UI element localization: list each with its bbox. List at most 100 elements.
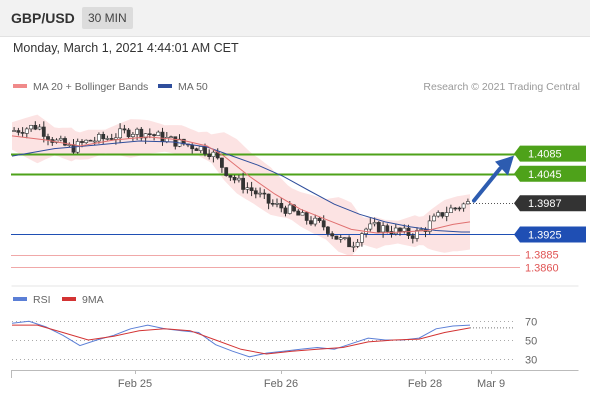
ma20-line <box>11 135 471 234</box>
price-tag-label-1.3987: 1.3987 <box>528 198 562 210</box>
candle-body <box>211 151 216 157</box>
candle-body <box>241 177 246 190</box>
legend-swatch-rsi <box>13 297 27 301</box>
candle-body <box>262 192 267 195</box>
candle-body <box>279 203 284 209</box>
candle-body <box>88 139 93 142</box>
x-label-feb-28: Feb 28 <box>408 378 442 390</box>
price-tag-last-1.3987 <box>514 195 586 212</box>
interval-button[interactable]: 30 MIN <box>82 7 133 29</box>
panel-divider <box>11 285 579 287</box>
price-tag-label-1.4085: 1.4085 <box>528 149 562 161</box>
candle-body <box>465 201 470 205</box>
candle-body <box>169 136 173 138</box>
candle-body <box>415 230 419 239</box>
candle-body <box>114 137 118 140</box>
candle-body <box>461 203 466 209</box>
candle-body <box>58 138 63 141</box>
candle-body <box>398 227 402 232</box>
candle-body <box>203 146 207 155</box>
candle-body <box>126 129 131 138</box>
timestamp: Monday, March 1, 2021 4:44:01 AM CET <box>13 41 239 55</box>
legend-label-9ma: 9MA <box>82 294 104 306</box>
candle-body <box>237 177 241 181</box>
candle-body <box>317 217 322 221</box>
candle-body <box>436 212 441 217</box>
candle-body <box>376 222 381 233</box>
candle-body <box>190 144 195 150</box>
symbol-title: GBP/USD <box>11 10 75 26</box>
legend-swatch-9ma <box>62 297 76 301</box>
candle-body <box>457 207 462 210</box>
candle-body <box>24 128 29 134</box>
candle-body <box>207 153 212 157</box>
candle-body <box>309 220 313 225</box>
candle-body <box>232 177 237 181</box>
candle-body <box>41 126 46 137</box>
candle-body <box>173 136 178 147</box>
price-tag-resistance-1.4085 <box>514 145 586 162</box>
candle-body <box>109 138 114 140</box>
projection-arrow-head <box>495 155 514 176</box>
candle-body <box>194 148 199 151</box>
copyright-text: Research © 2021 Trading Central <box>423 81 580 93</box>
candle-body <box>444 212 449 217</box>
candle-body <box>63 138 67 146</box>
candle-body <box>338 237 343 240</box>
candle-body <box>393 227 398 235</box>
candle-body <box>160 131 165 142</box>
ma50-line <box>11 140 470 233</box>
candle-body <box>372 222 377 225</box>
price-tag-label-1.4045: 1.4045 <box>528 169 562 181</box>
candle-body <box>228 175 233 178</box>
candle-body <box>84 139 89 143</box>
candle-body <box>325 226 330 234</box>
legend-swatch-ma20 <box>13 84 27 88</box>
candle-body <box>453 207 458 210</box>
candle-body <box>347 237 352 248</box>
candle-body <box>16 130 21 133</box>
candle-body <box>287 204 292 214</box>
price-tag-label-1.3925: 1.3925 <box>528 230 562 242</box>
candle-body <box>351 245 356 248</box>
candle-body <box>143 133 148 139</box>
candle-body <box>105 138 110 140</box>
candle-body <box>33 125 38 130</box>
candle-body <box>245 187 250 190</box>
candle-body <box>29 125 34 130</box>
price-tag-resistance-1.4045 <box>514 165 586 182</box>
legend-swatch-ma50 <box>158 84 172 88</box>
candle-body <box>283 207 288 214</box>
candle-body <box>20 132 25 134</box>
candle-body <box>198 146 203 151</box>
candle-body <box>122 128 127 131</box>
candle-body <box>427 220 432 232</box>
candle-body <box>432 215 436 222</box>
candle-body <box>139 128 144 139</box>
legend-label-ma50: MA 50 <box>178 81 208 93</box>
rsi-tick-50: 50 <box>525 336 537 348</box>
projection-arrow-shaft <box>472 166 502 203</box>
candle-body <box>270 203 275 205</box>
candle-body <box>147 133 152 135</box>
candle-body <box>258 192 263 195</box>
candle-body <box>224 167 229 176</box>
candle-body <box>381 225 386 233</box>
candle-body <box>359 233 364 243</box>
candle-body <box>304 212 309 221</box>
candle-body <box>101 134 106 140</box>
rsi-line <box>11 320 471 358</box>
x-label-feb-26: Feb 26 <box>264 378 298 390</box>
candle-body <box>131 134 135 138</box>
support-label-1.3885: 1.3885 <box>525 250 559 262</box>
candle-body <box>385 225 390 232</box>
candle-body <box>342 237 347 239</box>
candle-body <box>164 137 169 143</box>
candle-body <box>152 134 157 136</box>
candle-body <box>355 242 360 247</box>
x-label-feb-25: Feb 25 <box>118 378 152 390</box>
candle-body <box>313 217 318 225</box>
candle-body <box>266 193 271 204</box>
x-label-mar-9: Mar 9 <box>477 378 505 390</box>
